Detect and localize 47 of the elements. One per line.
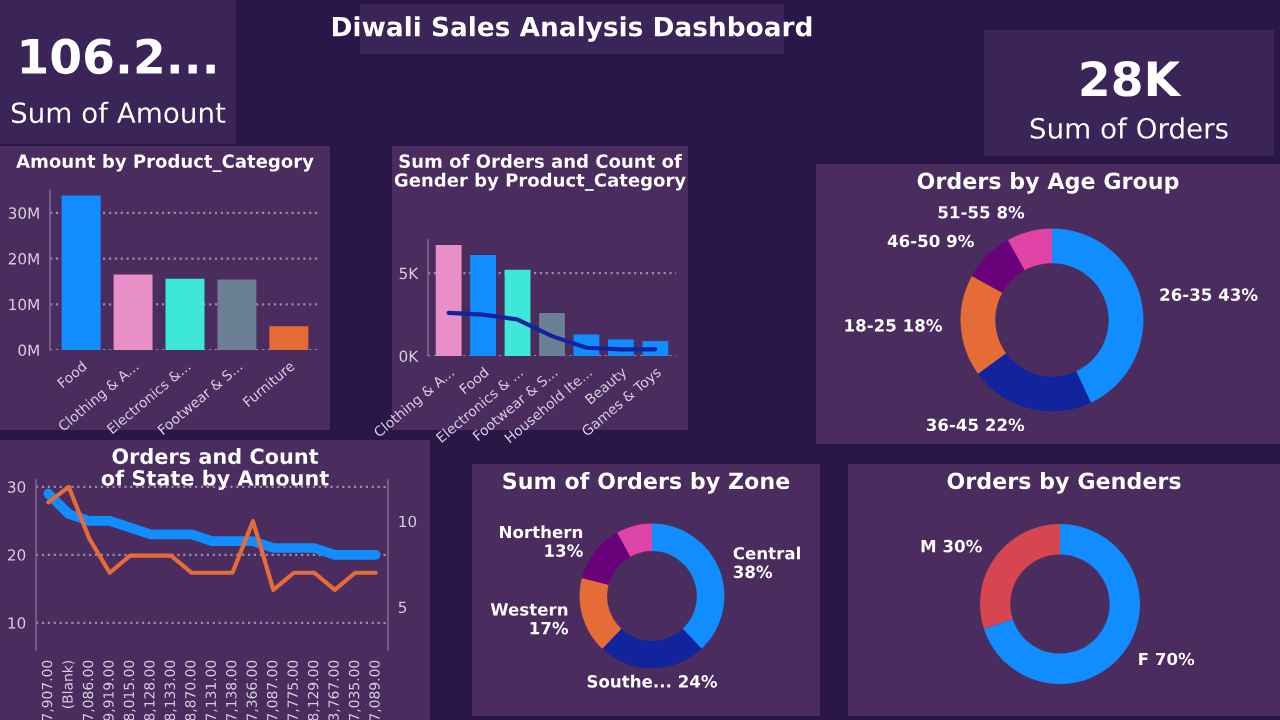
donut-slice — [579, 578, 622, 649]
donut-slice — [1052, 228, 1144, 403]
slice-label: 51-55 8% — [938, 205, 1025, 219]
chart-title: Orders by Age Group — [917, 172, 1179, 194]
chart-title: Sum of Orders by Zone — [503, 472, 790, 494]
bar — [217, 279, 257, 350]
bar — [435, 244, 462, 356]
chart-title: Orders and Count of State by Amount — [101, 448, 329, 491]
data-label: 17% — [530, 621, 569, 635]
slice-label: Western — [490, 603, 568, 616]
line-series — [43, 488, 381, 560]
chart-title: Sum of Orders and Count of Gender by Product_Category — [394, 154, 686, 191]
slice-label: 46-50 9% — [887, 234, 974, 248]
donut-slice — [978, 353, 1091, 412]
slice-label: 18-25 18% — [845, 319, 942, 332]
data-label: 13% — [545, 544, 583, 557]
donut-slice — [980, 524, 1060, 629]
slice-label: Southe... 24% — [587, 674, 718, 688]
bar — [165, 278, 205, 350]
donut-slice — [983, 524, 1140, 684]
donut-slice — [617, 523, 652, 557]
text: 28K — [1081, 60, 1182, 97]
slice-label: F 70% — [1139, 652, 1195, 666]
bar — [61, 195, 101, 350]
donut-slice — [1007, 228, 1052, 271]
donut-slice — [971, 239, 1025, 293]
slice-label: M 30% — [921, 539, 982, 553]
slice-label: 36-45 22% — [926, 418, 1025, 432]
bar — [113, 274, 153, 350]
data-label: 38% — [733, 565, 773, 579]
slice-label: Northern — [500, 525, 583, 539]
bar — [470, 254, 497, 356]
slice-label: Central — [733, 546, 800, 560]
slice-label: 26-35 43% — [1160, 288, 1258, 301]
line-series — [446, 310, 658, 352]
donut-slice — [960, 275, 1007, 374]
bar — [269, 326, 309, 350]
bar — [504, 269, 531, 356]
text: Sum of Amount — [11, 101, 226, 124]
chart-title: Amount by Product_Category — [16, 154, 314, 172]
donut-slice — [652, 523, 725, 649]
text: Sum of Orders — [1030, 117, 1228, 139]
donut-slice — [602, 628, 702, 669]
text: 106.2... — [21, 38, 215, 75]
donut-slice — [581, 532, 631, 585]
text: Diwali Sales Analysis Dashboard — [332, 16, 812, 42]
chart-title: Orders by Genders — [947, 472, 1181, 494]
